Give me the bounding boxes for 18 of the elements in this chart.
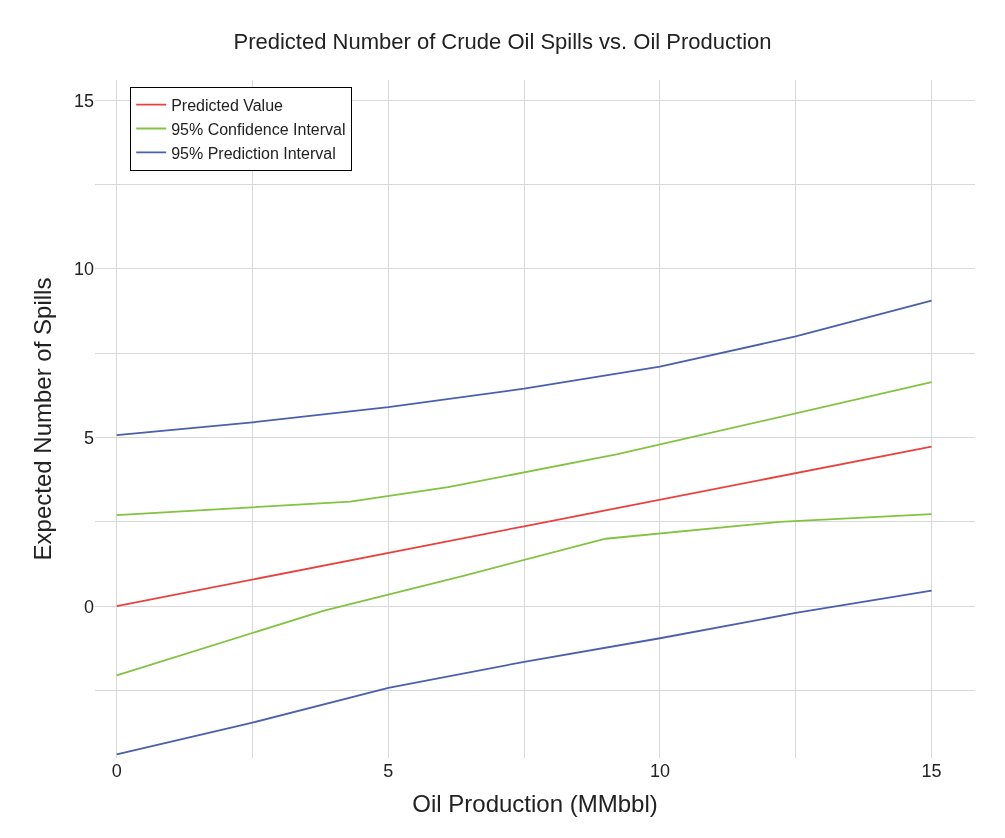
y-tick-label: 15 bbox=[73, 90, 94, 111]
x-tick-label: 10 bbox=[649, 761, 670, 781]
line-series bbox=[115, 589, 933, 756]
legend-label: Predicted Value bbox=[171, 96, 284, 114]
legend-label: 95% Confidence Interval bbox=[171, 120, 346, 138]
y-tick-label: 10 bbox=[73, 259, 94, 280]
x-tick-label: 15 bbox=[921, 761, 942, 781]
y-axis-title: Expected Number of Spills bbox=[29, 277, 57, 561]
line-series bbox=[115, 299, 933, 437]
x-axis-title: Oil Production (MMbbl) bbox=[412, 790, 658, 818]
y-tick-label: 5 bbox=[83, 427, 94, 448]
x-tick-label: 0 bbox=[111, 761, 122, 781]
x-tick-label: 5 bbox=[383, 761, 394, 781]
legend-label: 95% Prediction Interval bbox=[171, 144, 336, 162]
y-tick-label: 0 bbox=[83, 596, 94, 617]
chart-title: Predicted Number of Crude Oil Spills vs. Oil Production bbox=[233, 28, 772, 54]
line-series bbox=[115, 381, 933, 517]
line-series bbox=[115, 513, 933, 677]
